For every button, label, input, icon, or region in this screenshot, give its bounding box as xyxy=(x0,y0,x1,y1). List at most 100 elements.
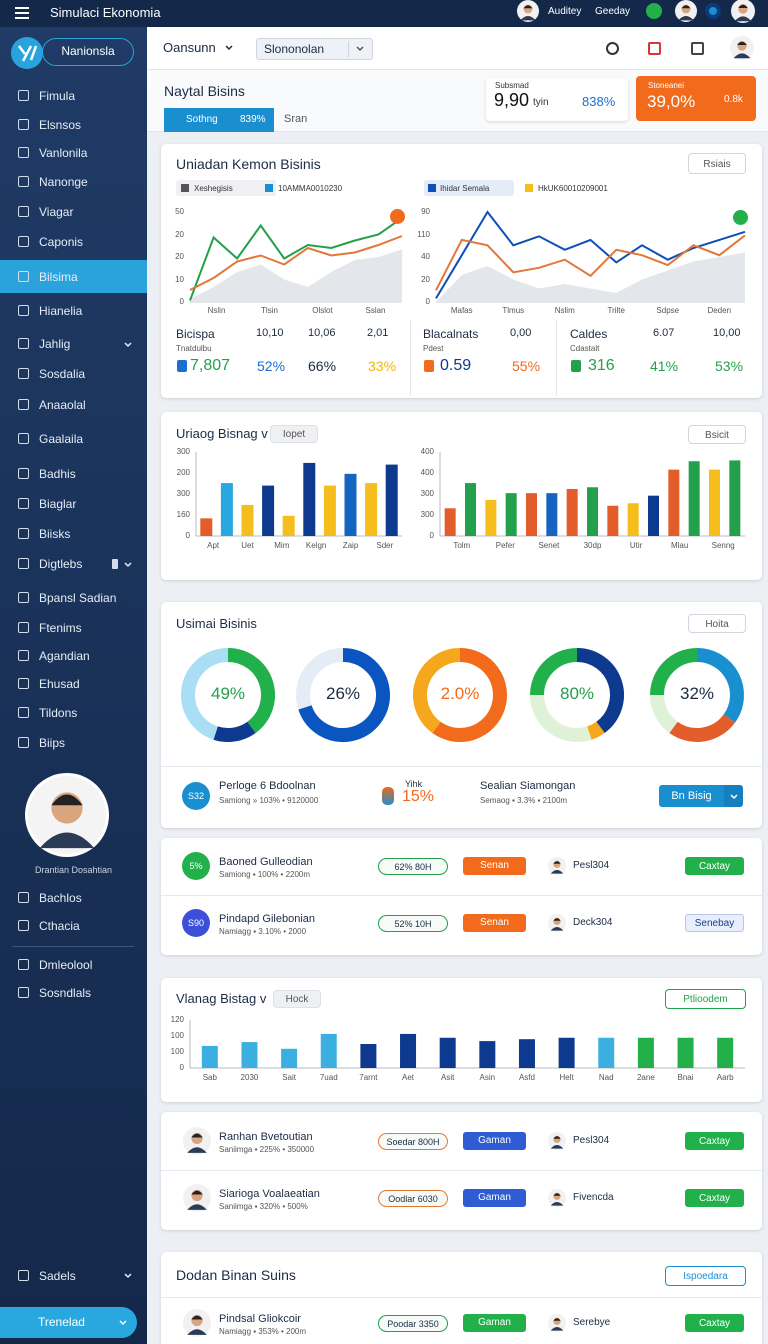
marker-badge xyxy=(390,209,405,224)
avatar-hair xyxy=(737,41,747,45)
button[interactable]: Senan xyxy=(463,857,526,875)
x-tick-label: Kelgn xyxy=(305,541,327,550)
menu-icon xyxy=(18,528,29,539)
stat-change: 0.8k xyxy=(724,94,743,105)
stat-pct: 53% xyxy=(715,358,744,374)
bar xyxy=(282,515,295,536)
y-tick-label: 0 xyxy=(185,531,190,540)
pill[interactable]: Soedar 800H xyxy=(378,1133,448,1150)
menu-label: Fimula xyxy=(39,89,76,103)
menu-label: Tildons xyxy=(39,706,78,720)
bar xyxy=(607,505,619,536)
brand-button[interactable]: Nanionsla xyxy=(42,38,134,66)
line xyxy=(189,235,403,291)
chevron xyxy=(124,1273,132,1279)
legend-label: 10AMMA0010230 xyxy=(278,184,343,193)
avatar-body xyxy=(550,1145,564,1149)
y-tick-label: 400 xyxy=(420,447,434,456)
x-tick-label: Aarb xyxy=(716,1073,734,1082)
tab-active[interactable] xyxy=(164,108,274,132)
pill[interactable]: 52% 10H xyxy=(378,915,448,932)
donut-segment xyxy=(669,714,736,742)
avatar xyxy=(183,1184,211,1212)
x-tick-label: Zaip xyxy=(342,541,359,550)
stat-figure: 10,06 xyxy=(308,327,336,339)
button[interactable]: Caxtay xyxy=(685,1132,744,1150)
avatar-hair xyxy=(523,5,533,9)
avatar xyxy=(548,1314,566,1332)
cta-button[interactable] xyxy=(0,1307,137,1338)
marker-badge xyxy=(733,210,748,225)
menu-label: Sosdalia xyxy=(39,367,86,381)
stat-value: 9,90 xyxy=(494,90,530,110)
button[interactable]: Bsicit xyxy=(688,425,746,444)
button[interactable]: Ptlioodem xyxy=(665,989,746,1009)
menu-icon xyxy=(18,305,29,316)
avatar xyxy=(548,1189,566,1207)
header-icon[interactable] xyxy=(691,42,704,55)
row-sub: Saniimga ▪ 320% • 500% xyxy=(219,1202,308,1211)
avatar-hair xyxy=(681,5,691,9)
donut-segment xyxy=(296,648,344,710)
avatar-body xyxy=(550,1327,564,1331)
pill[interactable]: Oodlar 6030 xyxy=(378,1190,448,1207)
button-split[interactable] xyxy=(724,785,743,807)
stat-figure: 10,00 xyxy=(713,327,741,339)
menu-label: Viagar xyxy=(39,205,74,219)
button[interactable]: Senebay xyxy=(685,914,744,932)
avatar-hair xyxy=(738,4,748,8)
menu-label: Caponis xyxy=(39,235,84,249)
menu-item[interactable] xyxy=(0,200,147,224)
button[interactable]: Gaman xyxy=(463,1314,526,1332)
menu-icon xyxy=(18,959,29,970)
pill[interactable]: Poodar 3350 xyxy=(378,1315,448,1332)
divider xyxy=(161,1297,762,1298)
button[interactable]: Ispoedara xyxy=(665,1266,746,1286)
bar xyxy=(518,1039,535,1068)
button[interactable]: Rsiais xyxy=(688,153,746,174)
button[interactable]: Gaman xyxy=(463,1189,526,1207)
donut-segment xyxy=(530,648,578,696)
bar xyxy=(587,487,598,536)
donut xyxy=(296,648,390,742)
x-tick-label: Helt xyxy=(559,1073,574,1082)
button[interactable]: Caxtay xyxy=(685,1189,744,1207)
bar xyxy=(400,1033,417,1068)
menu-icon xyxy=(18,90,29,101)
x-tick-label: 7arnt xyxy=(359,1073,378,1082)
select[interactable] xyxy=(256,38,373,60)
button[interactable]: Hoita xyxy=(688,614,746,633)
stat-pct: 66% xyxy=(308,358,337,374)
area xyxy=(190,249,402,302)
button[interactable]: Senan xyxy=(463,914,526,932)
bar xyxy=(717,1037,734,1068)
avatar xyxy=(517,0,539,22)
menu-icon-line xyxy=(15,12,29,14)
chip[interactable]: Hock xyxy=(273,990,321,1008)
stat-figure: 0,00 xyxy=(510,327,532,339)
y-tick-label: 300 xyxy=(176,447,190,456)
header-icon[interactable] xyxy=(648,42,661,55)
chip[interactable]: Iopet xyxy=(270,425,318,443)
avatar-hair xyxy=(553,861,561,864)
header-icon[interactable] xyxy=(606,42,619,55)
donut-segment xyxy=(576,648,624,734)
button[interactable]: Caxtay xyxy=(685,857,744,875)
button[interactable]: Gaman xyxy=(463,1132,526,1150)
logo xyxy=(11,37,43,69)
menu-item[interactable] xyxy=(0,731,147,755)
avatar-body xyxy=(550,870,564,874)
bar xyxy=(485,499,497,536)
menu-label: Vanlonila xyxy=(39,146,88,160)
row-ref: Fivencda xyxy=(573,1192,614,1203)
button[interactable]: Caxtay xyxy=(685,1314,744,1332)
area xyxy=(436,252,745,302)
bar xyxy=(303,462,316,536)
pill[interactable]: 62% 80H xyxy=(378,858,448,875)
stat-unit: tyin xyxy=(533,97,549,108)
button[interactable]: Bn Bisig xyxy=(659,785,724,807)
menu-icon xyxy=(18,399,29,410)
menu-item[interactable] xyxy=(0,522,147,546)
x-tick-label: Tlmus xyxy=(502,306,525,315)
